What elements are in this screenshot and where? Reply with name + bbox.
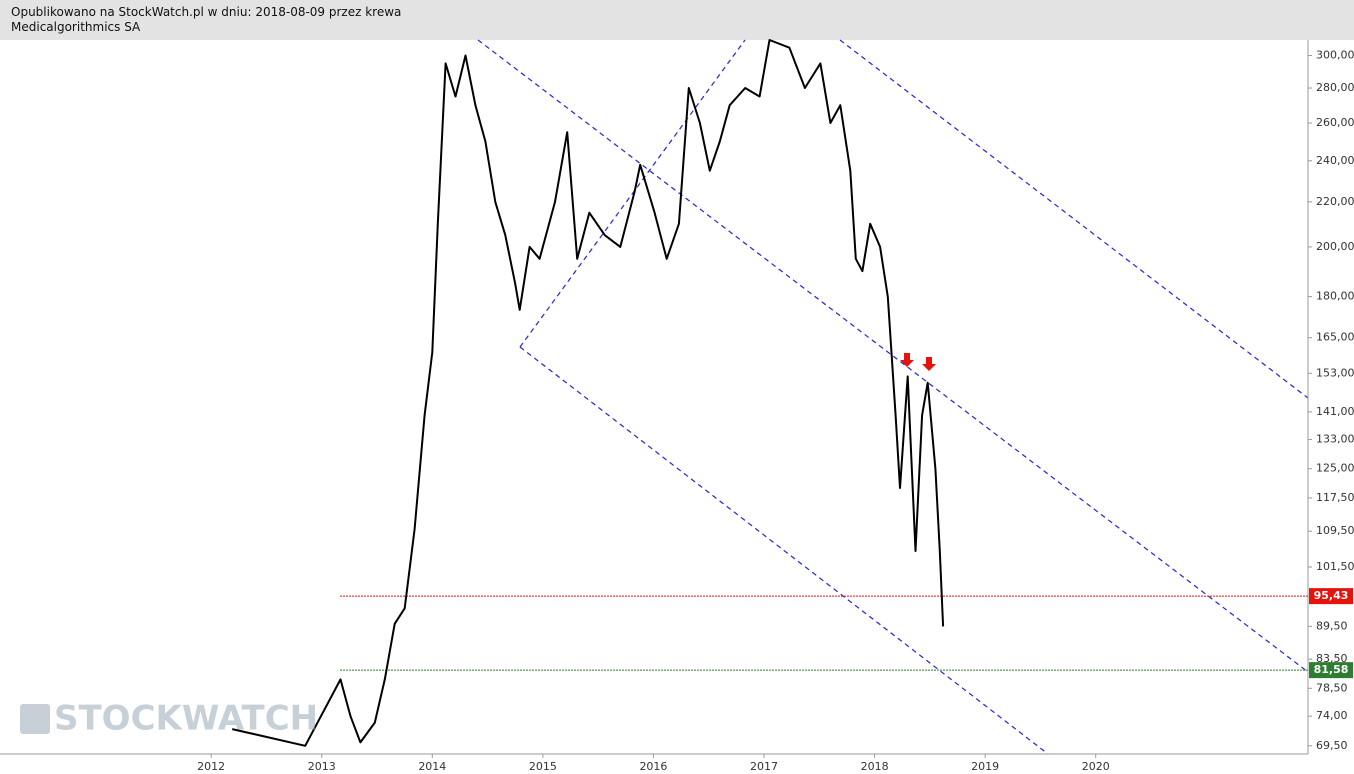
watermark: STOCKWATCH — [20, 699, 318, 739]
x-tick-label: 2012 — [197, 760, 225, 773]
arrow — [922, 357, 936, 371]
level-badge — [1309, 588, 1353, 605]
header-line: Opublikowano na StockWatch.pl w dniu: 20… — [11, 5, 402, 19]
x-tick-label: 2016 — [639, 760, 667, 773]
x-tick-label: 2013 — [308, 760, 336, 773]
plot-area — [0, 40, 1308, 754]
y-tick-label: 133,00 — [1316, 432, 1354, 445]
x-tick-label: 2017 — [750, 760, 778, 773]
y-tick-label: 240,00 — [1316, 154, 1354, 167]
y-tick-label: 180,00 — [1316, 290, 1354, 303]
trend-line — [519, 39, 746, 348]
watermark-icon — [20, 704, 50, 734]
watermark-text: STOCKWATCH — [54, 699, 318, 739]
y-tick-label: 74,00 — [1316, 709, 1348, 722]
y-tick-label: 109,50 — [1316, 524, 1354, 537]
y-tick-label: 141,00 — [1316, 405, 1354, 418]
y-tick-label: 83,50 — [1316, 652, 1348, 665]
x-tick-label: 2018 — [861, 760, 889, 773]
y-tick-label: 78,50 — [1316, 681, 1348, 694]
trend-line — [477, 39, 1309, 673]
y-tick-label: 220,00 — [1316, 195, 1354, 208]
arrow — [900, 353, 914, 367]
y-tick-label: 280,00 — [1316, 81, 1354, 94]
x-tick-label: 2019 — [971, 760, 999, 773]
level-label: 95,43 — [1314, 589, 1349, 602]
y-tick-label: 165,00 — [1316, 331, 1354, 344]
header-line: Medicalgorithmics SA — [11, 20, 141, 34]
y-tick-label: 69,50 — [1316, 739, 1348, 752]
y-tick-label: 125,00 — [1316, 462, 1354, 475]
level-label: 81,58 — [1314, 663, 1349, 676]
y-tick-label: 200,00 — [1316, 240, 1354, 253]
arrows — [900, 353, 936, 371]
trend-line — [519, 346, 1049, 755]
x-tick-label: 2014 — [418, 760, 446, 773]
header: Opublikowano na StockWatch.pl w dniu: 20… — [0, 0, 1354, 40]
y-tick-label: 260,00 — [1316, 116, 1354, 129]
y-tick-label: 101,50 — [1316, 560, 1354, 573]
trend-line — [839, 39, 1309, 399]
level-badge — [1309, 662, 1353, 679]
price-line — [231, 39, 945, 747]
x-tick-label: 2020 — [1082, 760, 1110, 773]
y-tick-label: 117,50 — [1316, 491, 1354, 504]
x-tick-label: 2015 — [529, 760, 557, 773]
y-tick-label: 300,00 — [1316, 48, 1354, 61]
y-tick-label: 89,50 — [1316, 619, 1348, 632]
trend-channel — [477, 39, 1309, 755]
y-tick-label: 153,00 — [1316, 366, 1354, 379]
